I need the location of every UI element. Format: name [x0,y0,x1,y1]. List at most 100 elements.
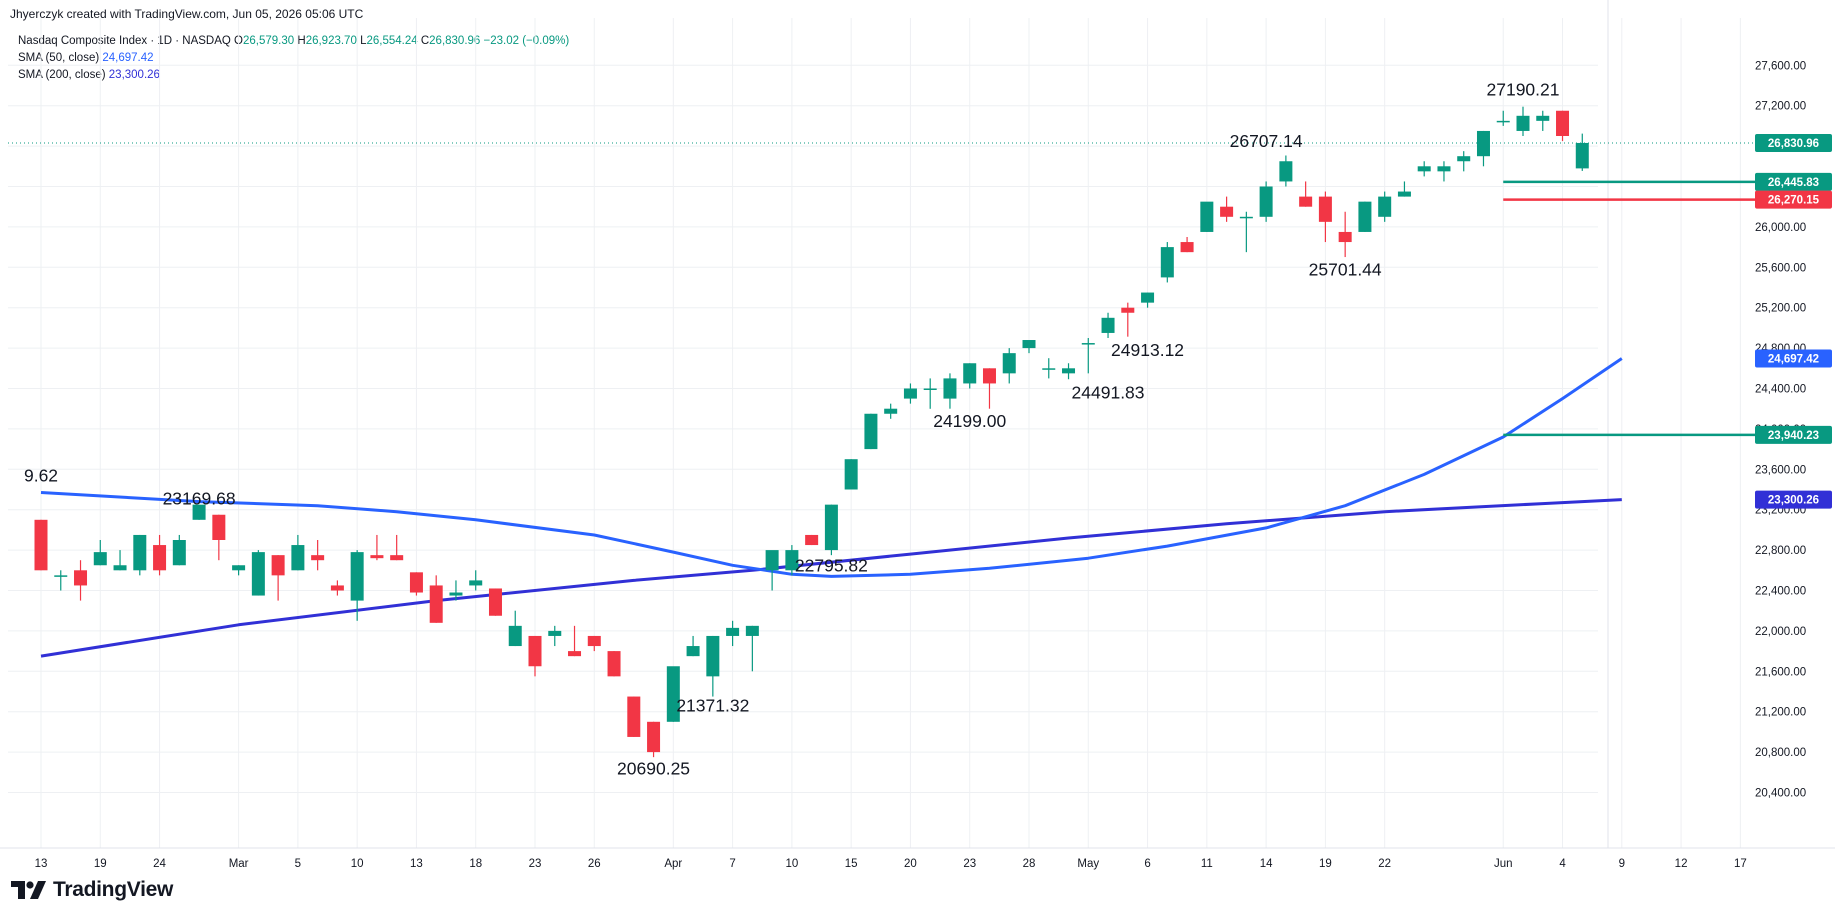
price-annotation: 22795.82 [795,555,868,575]
candle [74,560,88,601]
candle-body [903,388,917,399]
x-tick-label: 14 [1260,858,1273,870]
candle-body [568,651,582,657]
candle-body [1496,120,1510,123]
price-annotation: 26707.14 [1230,131,1303,151]
candle-body [1141,292,1155,303]
candle-body [864,413,878,450]
candle [1496,110,1510,126]
sma200-value: 23,300.26 [108,69,160,81]
candle [903,383,917,404]
candle-body [508,625,522,647]
x-tick-label: 28 [1023,858,1036,870]
candle-body [469,580,483,586]
x-tick-label: 22 [1378,858,1391,870]
candle [1062,363,1076,380]
candle [528,635,542,677]
candle-body [1516,115,1530,131]
x-tick-label: May [1077,858,1099,870]
candle-body [370,555,384,559]
candle [330,580,344,596]
level-price-label: 23,940.23 [1768,430,1819,442]
candle-body [1160,247,1174,278]
candle-body [844,459,858,490]
x-tick-label: 6 [1144,858,1150,870]
sma200-row: SMA (200, close) 23,300.26 [18,67,569,84]
candle [1378,191,1392,222]
price-annotation: 27190.21 [1487,80,1560,100]
candle [1279,155,1293,187]
candle [1141,292,1155,308]
x-tick-label: 24 [153,858,166,870]
y-tick-label: 27,600.00 [1755,60,1806,72]
candle [1081,338,1095,374]
candle-body [390,555,404,561]
price-annotation: 24491.83 [1072,383,1145,403]
x-tick-label: 26 [588,858,601,870]
x-tick-label: 17 [1734,858,1747,870]
candle-body [706,635,720,677]
candle [824,504,838,556]
price-annotation: 24199.00 [933,411,1006,431]
candle [508,610,522,647]
x-tick-label: 13 [35,858,48,870]
x-tick-label: 18 [469,858,482,870]
level-price-label-bg [1755,172,1832,191]
candle [1180,237,1194,253]
candle-body [1536,115,1550,121]
y-tick-label: 22,800.00 [1755,545,1806,557]
candle-body [1417,166,1431,172]
candle [429,575,443,623]
candle [1002,348,1016,384]
sma-price-label-bg [1755,490,1832,509]
candle-body [548,630,562,636]
y-tick-label: 21,600.00 [1755,666,1806,678]
candle [844,459,858,490]
candle-body [1476,130,1490,157]
candle [311,540,325,571]
candle [548,625,562,647]
candle [1259,181,1273,222]
candle-body [1101,317,1115,333]
candle-body [805,534,819,546]
low-label: L [360,35,367,47]
sma50-row: SMA (50, close) 24,697.42 [18,50,569,67]
candle-body [1575,142,1589,169]
x-tick-label: 20 [904,858,917,870]
x-tick-label: 11 [1201,858,1213,870]
candle-body [765,550,779,571]
attribution-header: Jhyerczyk created with TradingView.com, … [10,7,364,21]
candle-body [311,555,325,561]
x-tick-label: 23 [963,858,976,870]
price-annotation: 21371.32 [676,696,749,716]
candle [350,550,364,621]
x-tick-label: 4 [1559,858,1566,870]
candle [1437,161,1451,182]
candle [706,635,720,697]
candle-body [1121,307,1135,313]
candle-body [172,540,186,566]
candle-body [1457,156,1471,162]
y-tick-label: 24,400.00 [1755,384,1806,396]
candle [1121,302,1135,337]
level-price-label: 26,270.15 [1768,195,1820,207]
candle [1022,340,1036,354]
candle [390,534,404,561]
candle-body [1180,242,1194,253]
candle-body [1002,353,1016,374]
candle [765,550,779,591]
tradingview-logo[interactable]: TradingView [11,874,173,906]
candle-body [1397,191,1411,197]
candle [666,666,680,722]
x-tick-label: 10 [351,858,364,870]
x-tick-label: 23 [529,858,542,870]
candle-body [449,592,463,596]
price-annotation: 23169.68 [163,489,236,509]
close-label: C [420,35,430,47]
candle [212,514,226,561]
candle-body [1200,201,1214,232]
candle [923,378,937,409]
candle [1457,151,1471,172]
candle [1536,110,1550,131]
